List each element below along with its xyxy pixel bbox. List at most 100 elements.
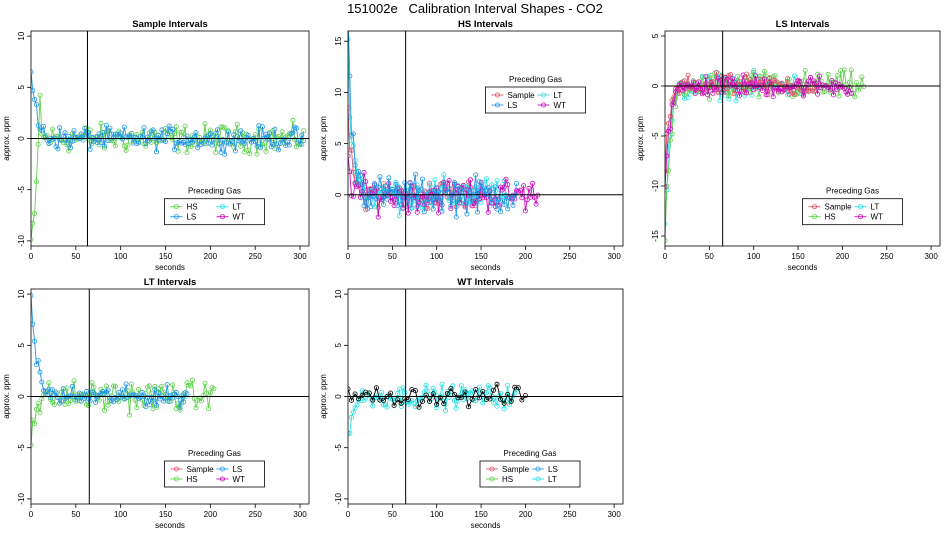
data-point — [348, 153, 351, 159]
data-point — [407, 180, 413, 186]
data-point — [400, 205, 406, 211]
data-point — [467, 199, 473, 205]
data-point — [211, 137, 217, 143]
data-point — [487, 187, 493, 193]
data-point — [674, 87, 680, 93]
data-point — [245, 132, 251, 138]
data-point — [731, 79, 737, 85]
data-point — [441, 401, 447, 407]
data-point — [726, 96, 732, 102]
data-point — [373, 385, 379, 391]
data-point — [769, 89, 775, 95]
data-point — [458, 189, 464, 195]
data-point — [179, 393, 185, 399]
data-point — [494, 178, 500, 184]
data-point — [779, 80, 785, 86]
data-point — [434, 405, 440, 411]
data-point — [514, 180, 520, 186]
data-point — [55, 146, 61, 152]
data-point — [416, 404, 422, 410]
data-point — [403, 187, 409, 193]
x-tick-label: 300 — [607, 252, 621, 261]
data-point — [170, 136, 176, 142]
data-point — [35, 357, 41, 363]
y-tick-label: 5 — [17, 343, 26, 348]
data-point — [765, 88, 771, 94]
y-axis-label: approx. ppm — [2, 374, 11, 419]
x-tick-label: 100 — [747, 252, 761, 261]
data-point — [469, 396, 475, 402]
data-point — [60, 386, 66, 392]
data-point — [820, 89, 826, 95]
data-point — [437, 395, 443, 401]
data-point — [64, 140, 70, 146]
data-point — [348, 430, 353, 436]
data-point — [123, 147, 129, 153]
data-point — [685, 72, 691, 78]
data-point — [361, 203, 367, 209]
data-point — [792, 73, 798, 79]
data-point — [799, 84, 805, 90]
y-tick-label: -10 — [334, 493, 343, 505]
panel-title: HS Intervals — [458, 19, 513, 30]
data-point — [448, 206, 454, 212]
data-point — [348, 431, 351, 437]
data-point — [816, 73, 822, 79]
data-point — [505, 182, 511, 188]
data-point — [211, 386, 217, 392]
x-tick-label: 150 — [474, 510, 488, 519]
x-axis-label: seconds — [471, 263, 501, 272]
data-point — [274, 141, 280, 147]
data-point — [105, 387, 111, 393]
data-point — [370, 193, 376, 199]
data-point — [450, 191, 456, 197]
panel-sample-intervals: Sample Intervals 0 50 100 150 200 250 300 -10 -5 0… — [2, 19, 310, 272]
data-point — [114, 396, 120, 402]
data-point — [50, 387, 56, 393]
legend: Preceding Gas Sample LS HS WT — [164, 449, 265, 488]
data-point — [678, 80, 684, 86]
data-point — [490, 399, 496, 405]
data-point — [391, 190, 397, 196]
y-axis-label: approx. ppm — [636, 116, 645, 161]
data-point — [170, 126, 176, 132]
x-tick-label: 50 — [71, 510, 80, 519]
data-point — [393, 181, 399, 187]
legend-swatch-point — [219, 476, 225, 482]
x-tick-label: 50 — [388, 510, 397, 519]
data-point — [69, 138, 75, 144]
data-point — [69, 383, 75, 389]
data-point — [182, 123, 188, 129]
y-tick-label: 10 — [17, 31, 26, 40]
data-point — [150, 398, 156, 404]
data-point — [512, 384, 518, 390]
data-point — [363, 179, 369, 185]
data-point — [728, 72, 734, 78]
legend-entry: Sample — [186, 465, 214, 474]
y-tick-label: -5 — [651, 132, 660, 140]
data-point — [37, 369, 43, 375]
data-point — [37, 92, 43, 98]
data-point — [102, 143, 108, 149]
data-point — [350, 142, 356, 148]
data-point — [682, 92, 688, 98]
data-point — [423, 189, 429, 195]
data-point — [171, 131, 177, 137]
data-point — [200, 140, 206, 146]
data-point — [105, 402, 111, 408]
data-point — [412, 388, 418, 394]
data-point — [153, 149, 159, 155]
x-tick-label: 200 — [204, 510, 218, 519]
data-point — [380, 397, 386, 403]
data-point — [377, 174, 383, 180]
data-point — [275, 147, 281, 153]
data-point — [348, 397, 354, 403]
data-point — [379, 186, 385, 192]
data-point — [405, 210, 411, 216]
data-point — [485, 209, 491, 215]
data-point — [395, 391, 401, 397]
data-point — [348, 169, 353, 175]
data-point — [182, 141, 188, 147]
data-point — [682, 78, 688, 84]
data-point — [432, 177, 438, 183]
